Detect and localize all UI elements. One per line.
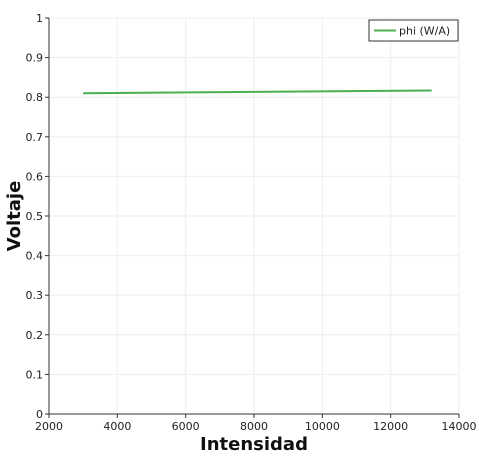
y-tick-label: 0.1 [26, 368, 44, 381]
y-tick-label: 0.8 [26, 91, 44, 104]
y-tick-label: 1 [36, 12, 43, 25]
x-tick-label: 6000 [172, 420, 200, 433]
x-tick-label: 4000 [103, 420, 131, 433]
x-tick-label: 8000 [240, 420, 268, 433]
y-tick-label: 0.3 [26, 289, 44, 302]
grid-layer [48, 17, 460, 415]
y-tick-label: 0.6 [26, 170, 44, 183]
x-tick-label: 10000 [305, 420, 340, 433]
legend-label: phi (W/A) [399, 25, 450, 38]
x-tick-label: 12000 [373, 420, 408, 433]
y-tick-label: 0.5 [26, 210, 44, 223]
y-axis-title: Voltaje [4, 181, 25, 252]
y-tick-label: 0.9 [26, 52, 44, 65]
legend: phi (W/A) [368, 19, 459, 42]
y-tick-label: 0.2 [26, 329, 44, 342]
x-tick-label: 14000 [442, 420, 477, 433]
y-tick-label: 0.4 [26, 250, 44, 263]
legend-box [368, 19, 459, 42]
axis-layer: 2000 4000 6000 8000 10000 12000 14000 0 0.1 0.2 0.… [26, 12, 477, 433]
x-axis-title: Intensidad [200, 434, 308, 455]
series-layer [83, 89, 432, 95]
y-tick-label: 0 [36, 408, 43, 421]
x-tick-label: 2000 [35, 420, 63, 433]
series-line [83, 89, 432, 95]
y-tick-label: 0.7 [26, 131, 44, 144]
